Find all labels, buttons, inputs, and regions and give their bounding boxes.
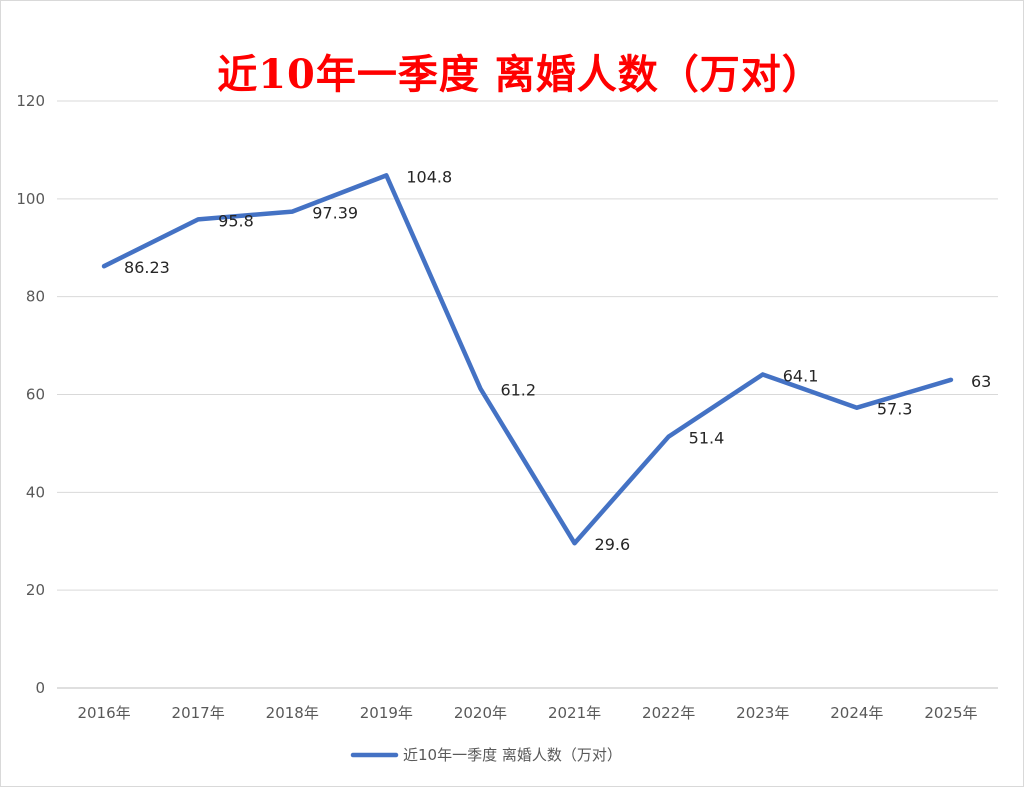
x-tick-label: 2023年 — [736, 704, 789, 722]
data-label: 29.6 — [595, 535, 631, 554]
data-label: 51.4 — [689, 429, 725, 448]
x-tick-label: 2022年 — [642, 704, 695, 722]
y-tick-label: 60 — [26, 386, 45, 404]
x-tick-label: 2018年 — [266, 704, 319, 722]
x-tick-label: 2020年 — [454, 704, 507, 722]
y-tick-label: 0 — [35, 679, 45, 697]
x-tick-label: 2021年 — [548, 704, 601, 722]
y-tick-label: 120 — [16, 92, 45, 110]
data-label: 63 — [971, 372, 991, 391]
data-label: 57.3 — [877, 400, 913, 419]
series-line — [101, 173, 954, 546]
legend-label: 近10年一季度 离婚人数（万对） — [403, 746, 622, 764]
chart-title: 近10年一季度 离婚人数（万对） — [217, 51, 823, 98]
x-tick-label: 2024年 — [830, 704, 883, 722]
y-tick-label: 20 — [26, 581, 45, 599]
data-label: 95.8 — [218, 211, 254, 230]
x-tick-label: 2017年 — [172, 704, 225, 722]
x-tick-label: 2019年 — [360, 704, 413, 722]
y-tick-label: 100 — [16, 190, 45, 208]
data-label: 86.23 — [124, 258, 170, 277]
y-tick-label: 40 — [26, 483, 45, 501]
data-label: 64.1 — [783, 366, 819, 385]
y-tick-label: 80 — [26, 288, 45, 306]
data-label: 97.39 — [312, 204, 358, 223]
data-label: 61.2 — [500, 381, 536, 400]
data-label: 104.8 — [406, 167, 452, 186]
x-tick-label: 2016年 — [77, 704, 130, 722]
x-tick-label: 2025年 — [924, 704, 977, 722]
